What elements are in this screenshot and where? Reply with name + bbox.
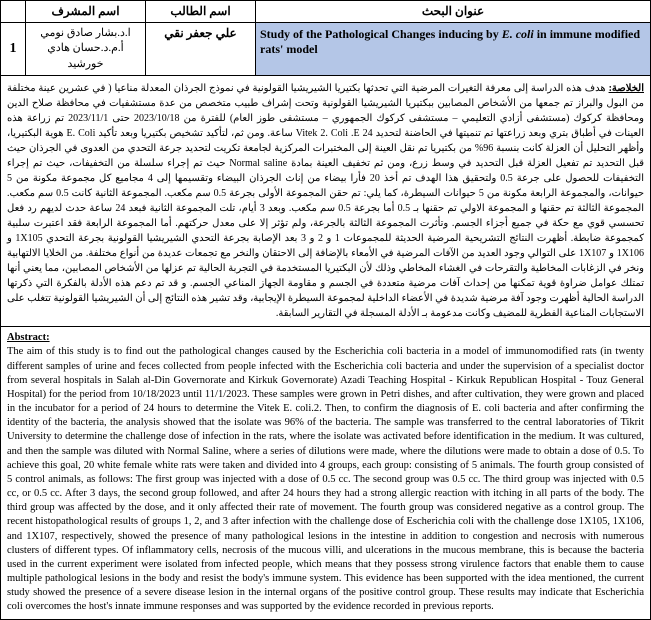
document-table: اسم المشرف اسم الطالب عنوان البحث 1 ا.د.… bbox=[0, 0, 651, 620]
abstract-body: The aim of this study is to find out the… bbox=[7, 346, 644, 612]
arabic-body: هدف هذه الدراسة إلى معرفة التغيرات المرض… bbox=[7, 83, 644, 319]
abstract-label: Abstract: bbox=[7, 331, 644, 345]
header-row: اسم المشرف اسم الطالب عنوان البحث bbox=[1, 1, 651, 23]
title-cell: Study of the Pathological Changes induci… bbox=[256, 23, 651, 76]
abstract-row: Abstract: The aim of this study is to fi… bbox=[1, 327, 651, 619]
header-supervisor: اسم المشرف bbox=[26, 1, 146, 23]
header-title: عنوان البحث bbox=[256, 1, 651, 23]
title-part1: Study of the Pathological Changes induci… bbox=[260, 27, 502, 41]
arabic-content-cell: الخلاصة: هدف هذه الدراسة إلى معرفة التغي… bbox=[1, 76, 651, 327]
supervisor-cell: ا.د.بشار صادق نومي أ.م.د.حسان هادي خورشي… bbox=[26, 23, 146, 76]
supervisor-2: أ.م.د.حسان هادي خورشيد bbox=[31, 41, 140, 72]
header-student: اسم الطالب bbox=[146, 1, 256, 23]
title-italic: E. coli bbox=[502, 27, 534, 41]
header-num bbox=[1, 1, 26, 23]
row-number: 1 bbox=[1, 23, 26, 76]
arabic-label: الخلاصة: bbox=[609, 83, 644, 94]
arabic-row: الخلاصة: هدف هذه الدراسة إلى معرفة التغي… bbox=[1, 76, 651, 327]
supervisor-1: ا.د.بشار صادق نومي bbox=[31, 26, 140, 41]
data-row: 1 ا.د.بشار صادق نومي أ.م.د.حسان هادي خور… bbox=[1, 23, 651, 76]
abstract-content-cell: Abstract: The aim of this study is to fi… bbox=[1, 327, 651, 619]
student-cell: علي جعفر نقي bbox=[146, 23, 256, 76]
